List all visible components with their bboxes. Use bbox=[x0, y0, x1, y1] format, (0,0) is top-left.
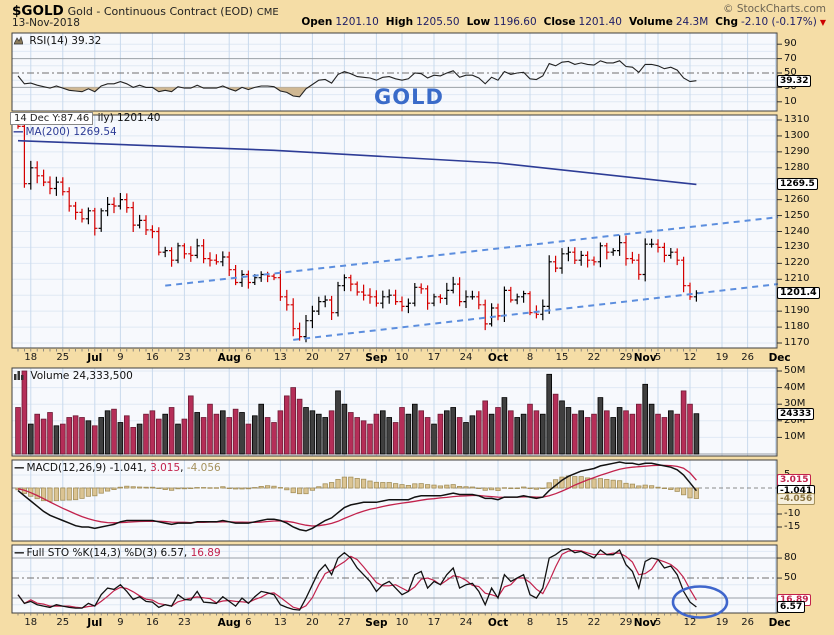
quote-label: Close bbox=[543, 16, 576, 28]
sto-legend: — Full STO %K(14,3) %D(3) 6.57, 16.89 bbox=[14, 547, 221, 559]
quote-value: -2.10 (-0.17%) bbox=[741, 16, 817, 28]
volume-legend: Volume 24,333,500 bbox=[14, 370, 133, 383]
macd-line-swatch-icon: — bbox=[14, 462, 25, 474]
ma-legend: — MA(200) 1269.54 bbox=[13, 126, 117, 138]
rsi-legend: RSI(14) 39.32 bbox=[13, 35, 102, 48]
quote-label: Chg bbox=[715, 16, 738, 28]
macd-label: MACD(12,26,9) -1.041, bbox=[26, 462, 151, 474]
chart-header: $GOLD Gold - Continuous Contract (EOD) C… bbox=[12, 3, 279, 19]
quote-value: 1201.10 bbox=[335, 16, 379, 28]
quote-value: 1201.40 bbox=[578, 16, 622, 28]
sto-label: Full STO %K(14,3) %D(3) 6.57, bbox=[26, 547, 191, 559]
chart-date: 13-Nov-2018 bbox=[12, 17, 80, 29]
rsi-legend-label: RSI(14) 39.32 bbox=[29, 35, 102, 47]
area-chart-icon bbox=[13, 36, 24, 48]
quote-value: 1196.60 bbox=[493, 16, 537, 28]
ma-line-swatch-icon: — bbox=[13, 126, 24, 138]
crosshair-tooltip: 14 Dec Y:87.46 bbox=[10, 112, 94, 125]
macd-legend: — MACD(12,26,9) -1.041, 3.015, -4.056 bbox=[14, 462, 221, 474]
chart-style-dropdown-arrow[interactable]: ▼ bbox=[819, 18, 826, 27]
quote-label: Open bbox=[301, 16, 333, 28]
macd-comma: , bbox=[180, 462, 187, 474]
copyright-link[interactable]: © StockCharts.com bbox=[723, 3, 826, 15]
chart-title-partial: ily) 1201.40 bbox=[97, 112, 161, 124]
volume-bars-icon bbox=[14, 371, 24, 383]
quote-label: High bbox=[385, 16, 414, 28]
sto-d-value: 16.89 bbox=[190, 547, 221, 559]
price-title-row: 14 Dec Y:87.46 ily) 1201.40 bbox=[10, 112, 160, 125]
ma-legend-label: MA(200) 1269.54 bbox=[25, 126, 117, 138]
volume-legend-label: Volume 24,333,500 bbox=[30, 370, 133, 382]
quote-label: Low bbox=[466, 16, 491, 28]
quote-value: 1205.50 bbox=[416, 16, 460, 28]
quote-label: Volume bbox=[628, 16, 673, 28]
macd-hist-value: -4.056 bbox=[186, 462, 221, 474]
sto-line-swatch-icon: — bbox=[14, 547, 25, 559]
macd-signal-value: 3.015 bbox=[150, 462, 181, 474]
quote-strip: Open 1201.10 High 1205.50 Low 1196.60 Close 120… bbox=[294, 16, 826, 28]
quote-value: 24.3M bbox=[675, 16, 709, 28]
exchange: CME bbox=[256, 7, 279, 18]
symbol: $GOLD bbox=[12, 3, 64, 19]
gold-annotation: GOLD bbox=[374, 85, 444, 109]
symbol-description: Gold - Continuous Contract (EOD) bbox=[67, 5, 253, 18]
